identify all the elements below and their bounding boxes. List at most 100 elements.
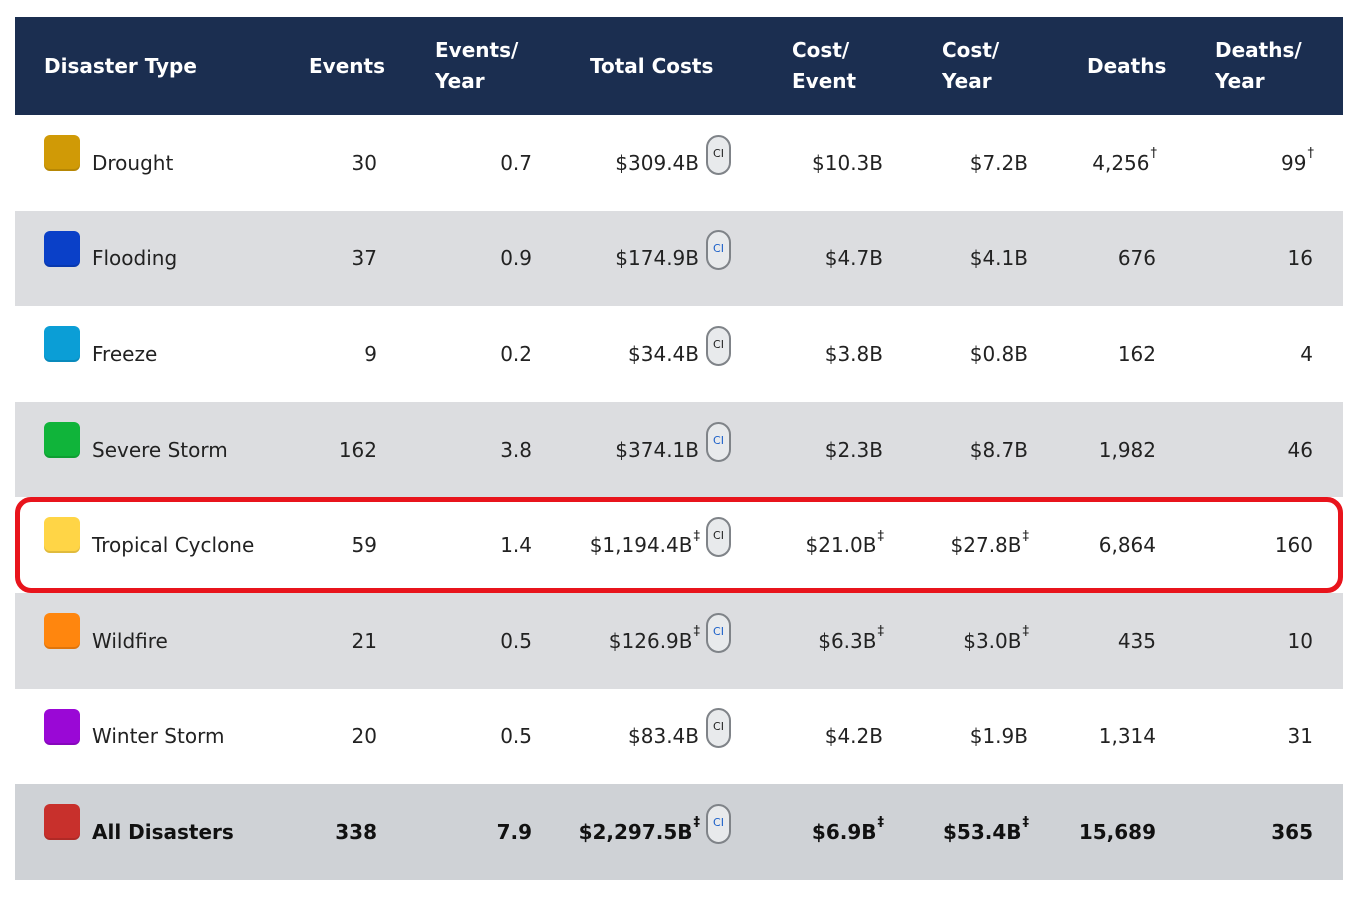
cost-per-event-value: $3.8B	[824, 341, 883, 366]
ci-button[interactable]: CI	[706, 803, 731, 844]
total-costs-value: $374.1B	[615, 437, 699, 462]
row-events: 338	[335, 784, 377, 880]
row-events: 20	[352, 689, 377, 785]
total-costs-value: $34.4B	[628, 341, 699, 366]
row-deaths: 435	[1118, 593, 1157, 689]
cost-per-event-value: $10.3B	[812, 150, 883, 175]
total-costs-footnote: ‡	[693, 528, 701, 544]
events-value: 338	[335, 819, 377, 844]
row-cost-per-year: $7.2B	[970, 115, 1029, 211]
events-value: 162	[338, 437, 377, 462]
row-total-costs: $309.4B CI	[615, 115, 731, 211]
row-disaster-name: Tropical Cyclone	[92, 497, 254, 593]
cost-per-year-value: $8.7B	[969, 437, 1028, 462]
header-cost-per-year-line2: Year	[942, 69, 992, 93]
row-disaster-name: Severe Storm	[92, 402, 228, 498]
header-deaths-per-year-line1: Deaths/	[1215, 38, 1302, 62]
table-body: Drought 30 0.7 $309.4B CI $10.3B $7.2B 4…	[15, 115, 1343, 880]
events-per-year-value: 0.7	[500, 150, 532, 175]
header-events-per-year[interactable]: Events/ Year	[435, 35, 518, 97]
row-events-per-year: 7.9	[497, 784, 532, 880]
total-costs-value: $1,194.4B	[589, 533, 693, 558]
ci-button[interactable]: CI	[706, 230, 731, 271]
row-events-per-year: 3.8	[500, 402, 532, 498]
total-costs-value: $83.4B	[628, 724, 699, 749]
cost-per-year-footnote: ‡	[1022, 624, 1030, 640]
ci-button[interactable]: CI	[706, 325, 731, 366]
row-deaths: 162	[1118, 306, 1157, 402]
row-events: 162	[339, 402, 377, 498]
color-swatch	[44, 230, 80, 267]
table-row: Wildfire 21 0.5 $126.9B ‡ CI $6.3B ‡ $3.0B…	[15, 592, 1343, 689]
cost-per-event-value: $6.3B	[818, 628, 877, 653]
deaths-value: 15,689	[1078, 819, 1156, 844]
total-costs-value: $2,297.5B	[578, 819, 693, 844]
deaths-value: 4,256	[1092, 150, 1150, 175]
cost-per-event-value: $4.7B	[824, 246, 883, 271]
ci-button[interactable]: CI	[706, 421, 731, 462]
row-events-per-year: 0.5	[500, 689, 532, 785]
row-disaster-name: Winter Storm	[92, 689, 224, 785]
total-costs-value: $174.9B	[615, 246, 699, 271]
header-cost-per-year[interactable]: Cost/ Year	[942, 35, 999, 97]
disaster-name-text: Drought	[92, 150, 174, 175]
header-events[interactable]: Events	[309, 54, 385, 78]
events-per-year-value: 0.2	[500, 341, 532, 366]
row-events: 9	[364, 306, 377, 402]
total-costs-value: $126.9B	[608, 628, 693, 653]
disaster-name-text: Tropical Cyclone	[92, 533, 255, 558]
row-deaths: 4,256 †	[1092, 115, 1157, 211]
color-swatch	[44, 326, 80, 363]
deaths-value: 6,864	[1098, 533, 1156, 558]
disaster-name-text: Flooding	[92, 246, 178, 271]
header-total-costs[interactable]: Total Costs	[590, 54, 714, 78]
row-deaths-per-year: 31	[1288, 689, 1314, 785]
color-swatch	[44, 517, 80, 554]
table-row: Freeze 9 0.2 $34.4B CI $3.8B $0.8B 162 4	[15, 306, 1343, 402]
cost-per-year-value: $7.2B	[969, 150, 1028, 175]
cost-per-event-value: $4.2B	[824, 724, 883, 749]
row-events-per-year: 0.9	[500, 211, 532, 307]
events-per-year-value: 0.5	[500, 724, 532, 749]
color-swatch	[44, 612, 80, 649]
cost-per-year-value: $53.4B	[942, 819, 1022, 844]
header-deaths-per-year[interactable]: Deaths/ Year	[1215, 35, 1302, 97]
table-row: Winter Storm 20 0.5 $83.4B CI $4.2B $1.9…	[15, 689, 1343, 785]
row-total-costs: $374.1B CI	[615, 402, 731, 498]
header-deaths[interactable]: Deaths	[1087, 54, 1167, 78]
header-events-per-year-line2: Year	[435, 69, 485, 93]
table-row: Flooding 37 0.9 $174.9B CI $4.7B $4.1B 6…	[15, 210, 1343, 307]
row-events: 37	[352, 211, 377, 307]
row-disaster-name: Drought	[92, 115, 173, 211]
row-cost-per-event: $6.9B ‡	[812, 784, 884, 880]
row-cost-per-event: $6.3B ‡	[818, 593, 884, 689]
cost-per-year-value: $3.0B	[963, 628, 1022, 653]
row-total-costs: $1,194.4B ‡ CI	[590, 497, 731, 593]
deaths-per-year-value: 365	[1271, 819, 1313, 844]
cost-per-event-footnote: ‡	[877, 624, 885, 640]
ci-button[interactable]: CI	[706, 134, 731, 175]
ci-button[interactable]: CI	[706, 612, 731, 653]
table-header: Disaster Type Events Events/ Year Total …	[15, 17, 1343, 115]
row-total-costs: $83.4B CI	[628, 689, 731, 785]
total-costs-footnote: ‡	[693, 624, 701, 640]
table-row: Drought 30 0.7 $309.4B CI $10.3B $7.2B 4…	[15, 115, 1343, 211]
events-value: 9	[364, 341, 377, 366]
header-cost-per-event[interactable]: Cost/ Event	[792, 35, 856, 97]
row-events: 30	[352, 115, 377, 211]
header-disaster-type[interactable]: Disaster Type	[44, 54, 197, 78]
disaster-table: Disaster Type Events Events/ Year Total …	[15, 17, 1343, 880]
deaths-per-year-value: 10	[1287, 628, 1313, 653]
ci-button[interactable]: CI	[706, 517, 731, 558]
row-cost-per-year: $1.9B	[970, 689, 1029, 785]
row-total-costs: $2,297.5B ‡ CI	[579, 784, 731, 880]
total-costs-footnote: ‡	[693, 815, 701, 831]
table-row-total: All Disasters 338 7.9 $2,297.5B ‡ CI $6.9…	[15, 784, 1343, 880]
deaths-per-year-footnote: †	[1307, 146, 1315, 162]
row-cost-per-event: $10.3B	[812, 115, 884, 211]
events-per-year-value: 1.4	[500, 533, 532, 558]
disaster-name-text: Wildfire	[92, 628, 168, 653]
row-deaths-per-year: 10	[1288, 593, 1314, 689]
ci-button[interactable]: CI	[706, 708, 731, 749]
header-events-per-year-line1: Events/	[435, 38, 519, 62]
